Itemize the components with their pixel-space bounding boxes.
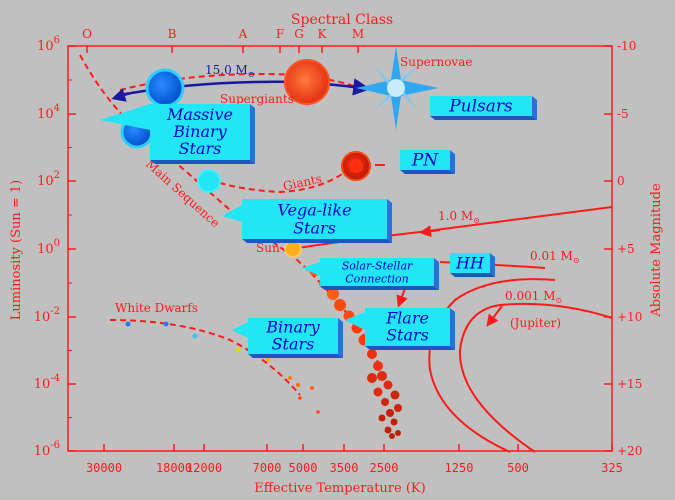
massive-binary-stars-box-text: Binary xyxy=(172,122,227,141)
track-0001msun-arrow xyxy=(486,305,503,327)
luminosity-tick: 10-2 xyxy=(34,306,60,325)
spectral-class-a: A xyxy=(238,27,248,41)
track-label-0001: 0.001 M⊙ xyxy=(505,289,562,305)
svg-text:0.01 M⊙: 0.01 M⊙ xyxy=(530,249,580,265)
luminosity-tick: 104 xyxy=(37,103,60,122)
supernovae-label: Supernovae xyxy=(400,55,472,69)
luminosity-tick: 102 xyxy=(37,170,60,189)
temperature-tick: 500 xyxy=(507,461,529,475)
giant-star-core xyxy=(349,159,363,173)
main-sequence-stars xyxy=(309,264,402,439)
supernova-burst-icon xyxy=(356,46,438,130)
luminosity-tick: 106 xyxy=(37,35,60,54)
white-dwarf-curve xyxy=(109,319,301,396)
svg-text:0.001 M⊙: 0.001 M⊙ xyxy=(505,289,562,305)
svg-text:1.0 M⊙: 1.0 M⊙ xyxy=(438,209,480,225)
luminosity-ticks: 106 104 102 100 10-2 10-4 10-6 xyxy=(34,35,76,459)
giant-branch xyxy=(209,171,346,194)
blue-ms-star xyxy=(197,169,221,193)
spectral-class-k: K xyxy=(318,27,328,41)
massive-binary-stars-box-text: Stars xyxy=(179,139,222,158)
sun-star xyxy=(284,240,302,258)
massive-binary-stars-box-text: Massive xyxy=(166,105,233,124)
magnitude-tick: 0 xyxy=(617,174,625,188)
sun-label: Sun xyxy=(256,241,280,255)
vega-like-stars-box-text: Vega-like xyxy=(277,200,351,219)
white-dwarfs-label: White Dwarfs xyxy=(115,301,198,315)
magnitude-tick: +15 xyxy=(617,377,642,391)
pulsars-box-text: Pulsars xyxy=(448,96,513,116)
bottom-axis-title: Effective Temperature (K) xyxy=(254,481,425,496)
jupiter-label: (Jupiter) xyxy=(510,316,561,330)
track-1msun-arrow xyxy=(419,225,441,238)
top-axis-title: Spectral Class xyxy=(291,12,393,28)
supergiant-star xyxy=(284,59,330,105)
pn-box-text: PN xyxy=(411,150,439,170)
spectral-class-f: F xyxy=(276,27,284,41)
solar-stellar-connection-box-text: Connection xyxy=(345,272,409,285)
track-label-1: 1.0 M⊙ xyxy=(438,209,480,225)
temperature-tick: 325 xyxy=(601,461,623,475)
binary-stars-box-text: Binary xyxy=(265,318,320,337)
spectral-class-g: G xyxy=(294,27,304,41)
flare-stars-box-text: Stars xyxy=(386,326,429,345)
right-axis-title: Absolute Magnitude xyxy=(649,183,664,318)
svg-text:15.0 M⊙: 15.0 M⊙ xyxy=(205,63,255,79)
temperature-tick: 2500 xyxy=(370,461,399,475)
spectral-class-o: O xyxy=(82,27,92,41)
flare-stars-box-text: Flare xyxy=(385,309,429,328)
track-0001msun xyxy=(458,302,613,453)
luminosity-tick: 10-4 xyxy=(34,373,60,392)
vega-like-stars-box-text: Stars xyxy=(293,218,336,237)
temperature-tick: 12000 xyxy=(186,461,222,475)
solar-stellar-connection-box-text: Solar-Stellar xyxy=(342,259,413,272)
temperature-tick: 7000 xyxy=(253,461,282,475)
region-boxes: MassiveBinaryStarsPulsarsPNVega-likeStar… xyxy=(100,96,537,358)
magnitude-tick: -10 xyxy=(617,39,636,53)
temperature-tick: 18000 xyxy=(156,461,192,475)
pn-box: PN xyxy=(400,150,455,174)
spectral-class-b: B xyxy=(168,27,177,41)
luminosity-tick: 10-6 xyxy=(34,440,60,459)
binary-stars-box-text: Stars xyxy=(272,335,315,354)
pulsars-box: Pulsars xyxy=(430,96,537,120)
luminosity-tick: 100 xyxy=(37,238,60,257)
magnitude-tick: +5 xyxy=(617,242,635,256)
left-axis-title: Luminosity (Sun = 1) xyxy=(9,180,24,320)
magnitude-tick: -5 xyxy=(617,107,629,121)
track-label-15: 15.0 M⊙ xyxy=(205,63,255,79)
hh-box: HH xyxy=(450,253,495,277)
magnitude-tick: +20 xyxy=(617,444,642,458)
hh-box-text: HH xyxy=(455,253,485,272)
magnitude-ticks: -10 -5 0 +5 +10 +15 +20 xyxy=(604,39,642,458)
temperature-tick: 3500 xyxy=(330,461,359,475)
temperature-tick: 5000 xyxy=(289,461,318,475)
supergiants-label: Supergiants xyxy=(220,92,294,106)
massive-star-1 xyxy=(145,68,185,108)
track-label-001: 0.01 M⊙ xyxy=(530,249,580,265)
track-15msun-tail xyxy=(111,88,136,102)
magnitude-tick: +10 xyxy=(617,310,642,324)
temperature-tick: 30000 xyxy=(86,461,122,475)
spectral-class-m: M xyxy=(352,27,364,41)
temperature-tick: 1250 xyxy=(445,461,474,475)
white-dwarf-dots xyxy=(125,321,320,414)
